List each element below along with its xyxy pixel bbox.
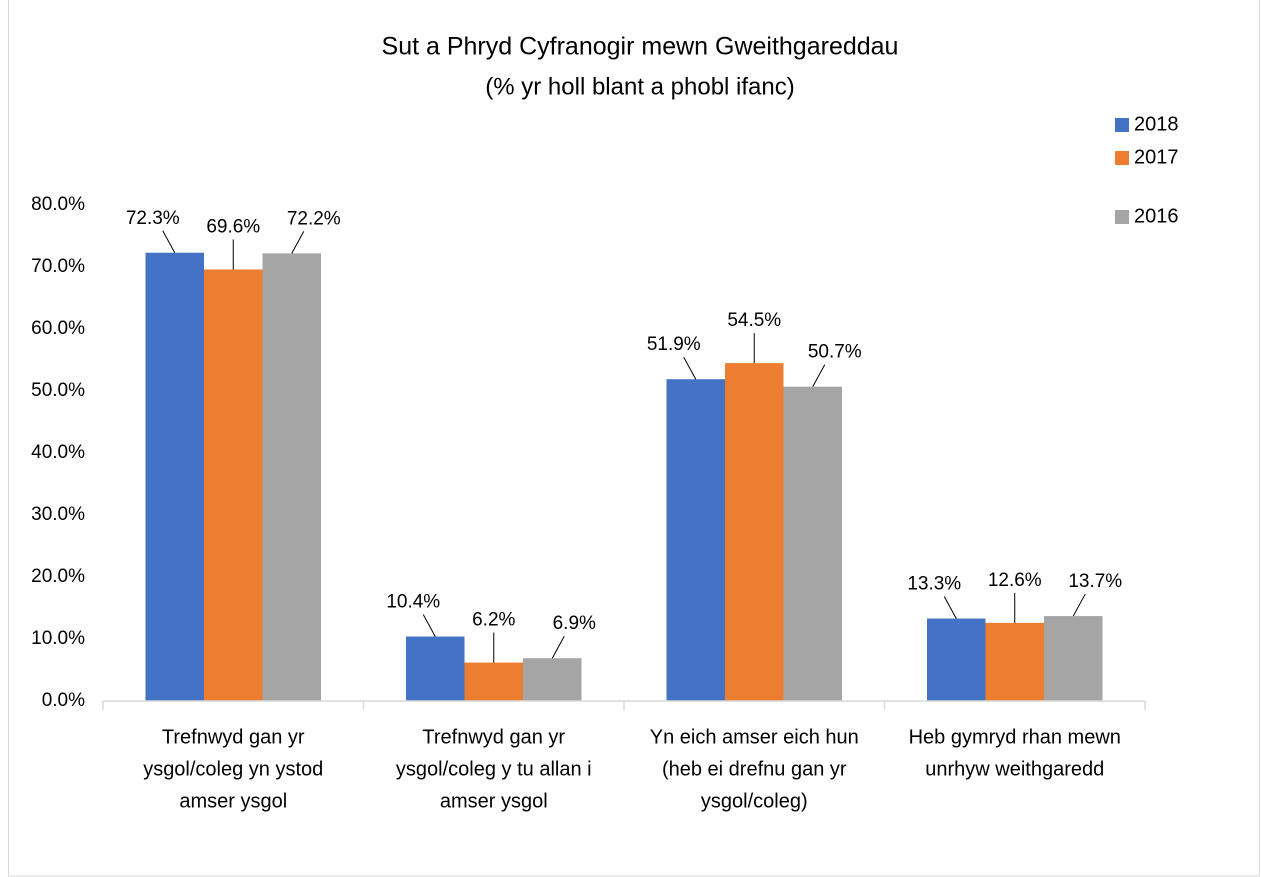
y-tick-label: 0.0% (42, 690, 85, 711)
y-tick-label: 70.0% (31, 256, 85, 277)
legend-label: 2017 (1134, 146, 1179, 168)
leader-line (551, 635, 565, 659)
y-tick-label: 30.0% (31, 504, 85, 525)
leader-line (422, 614, 436, 637)
x-tick-label: unrhyw weithgaredd (925, 758, 1104, 780)
x-tick-label: Trefnwyd gan yr (422, 726, 565, 748)
data-label: 72.2% (287, 208, 341, 229)
data-label: 69.6% (206, 216, 260, 237)
legend-label: 2018 (1134, 113, 1179, 135)
x-tick-label: Trefnwyd gan yr (162, 726, 305, 748)
chart-title: Sut a Phryd Cyfranogir mewn Gweithgaredd… (382, 33, 899, 61)
bar (725, 363, 784, 701)
y-tick-label: 60.0% (31, 318, 85, 339)
bar (145, 252, 204, 702)
leader-line (812, 364, 826, 387)
data-label: 13.3% (907, 574, 961, 595)
y-tick-label: 40.0% (31, 442, 85, 463)
bar (464, 662, 523, 701)
leader-line (291, 231, 305, 254)
legend-label: 2016 (1134, 205, 1179, 227)
bar (927, 618, 986, 701)
data-label: 50.7% (808, 342, 862, 363)
bar (985, 622, 1044, 701)
leader-line (683, 356, 697, 380)
data-label: 13.7% (1068, 571, 1122, 592)
x-tick-label: ysgol/coleg) (701, 790, 808, 812)
data-label: 6.2% (472, 610, 515, 631)
y-tick-label: 20.0% (31, 566, 85, 587)
legend-swatch (1115, 151, 1129, 165)
leader-line (943, 596, 957, 619)
bar (204, 269, 263, 701)
chart-subtitle: (% yr holl blant a phobl ifanc) (485, 73, 795, 100)
x-tick-label: amser ysgol (440, 790, 548, 812)
x-tick-label: ysgol/coleg yn ystod (143, 758, 323, 780)
x-tick-label: Heb gymryd rhan mewn (909, 726, 1121, 748)
y-tick-label: 10.0% (31, 628, 85, 649)
x-tick-label: Yn eich amser eich hun (650, 726, 859, 748)
bar (523, 658, 582, 701)
bar (1044, 616, 1103, 701)
data-label: 10.4% (386, 592, 440, 613)
bar (666, 379, 725, 701)
data-label: 72.3% (126, 208, 180, 229)
x-tick-label: ysgol/coleg y tu allan i (396, 758, 592, 780)
y-tick-label: 80.0% (31, 194, 85, 215)
data-label: 51.9% (647, 334, 701, 355)
x-tick-label: amser ysgol (179, 790, 287, 812)
legend-swatch (1115, 210, 1129, 224)
bar (783, 386, 842, 701)
legend-swatch (1115, 118, 1129, 132)
leader-line (1072, 593, 1086, 617)
data-label: 54.5% (727, 310, 781, 331)
data-label: 6.9% (553, 613, 596, 634)
bar (406, 636, 465, 701)
leader-line (162, 230, 176, 253)
x-tick-label: (heb ei drefnu gan yr (662, 758, 847, 780)
y-tick-label: 50.0% (31, 380, 85, 401)
data-label: 12.6% (988, 570, 1042, 591)
bar (262, 253, 321, 702)
